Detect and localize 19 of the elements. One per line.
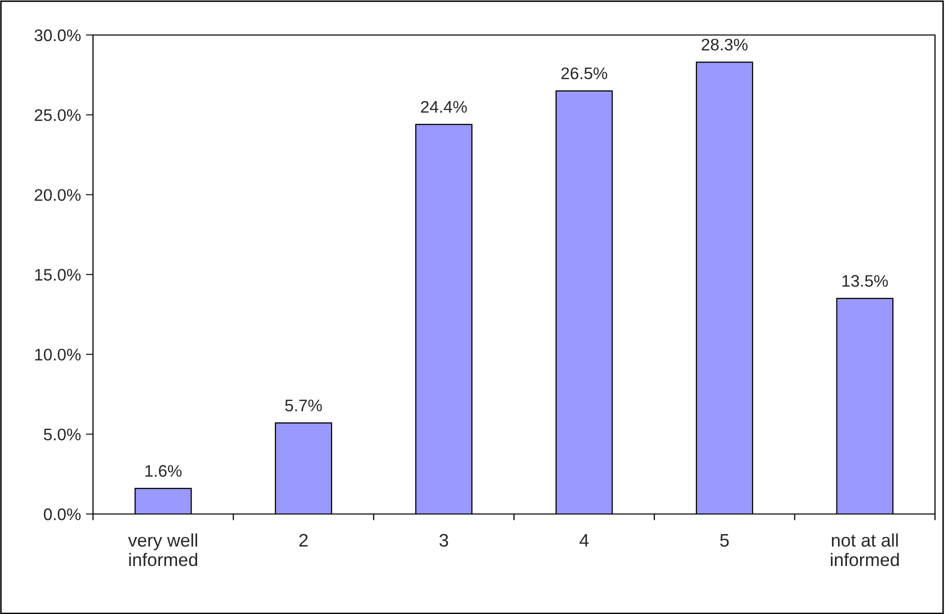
data-label: 1.6% — [145, 465, 182, 477]
data-label: 5.7% — [285, 400, 322, 412]
x-tick-label: 4 — [580, 534, 589, 547]
y-tick-label: 30.0% — [34, 29, 81, 42]
y-tick-label: 20.0% — [34, 189, 81, 201]
y-tick-label: 15.0% — [35, 268, 81, 281]
y-tick-label: 0.0% — [44, 508, 81, 520]
data-label: 28.3% — [702, 38, 748, 51]
data-label: 26.5% — [561, 67, 608, 80]
x-tick-label: not at all informed — [830, 533, 899, 566]
y-tick-label: 5.0% — [44, 428, 81, 440]
y-tick-label: 10.0% — [35, 348, 81, 361]
y-tick-label: 25.0% — [34, 109, 81, 122]
x-tick-label: 3 — [440, 534, 448, 547]
x-tick-label: 5 — [720, 534, 729, 547]
data-label: 13.5% — [842, 275, 888, 287]
data-label: 24.4% — [421, 100, 467, 113]
x-tick-label: 2 — [299, 534, 308, 547]
x-tick-label: very well informed — [128, 533, 198, 566]
